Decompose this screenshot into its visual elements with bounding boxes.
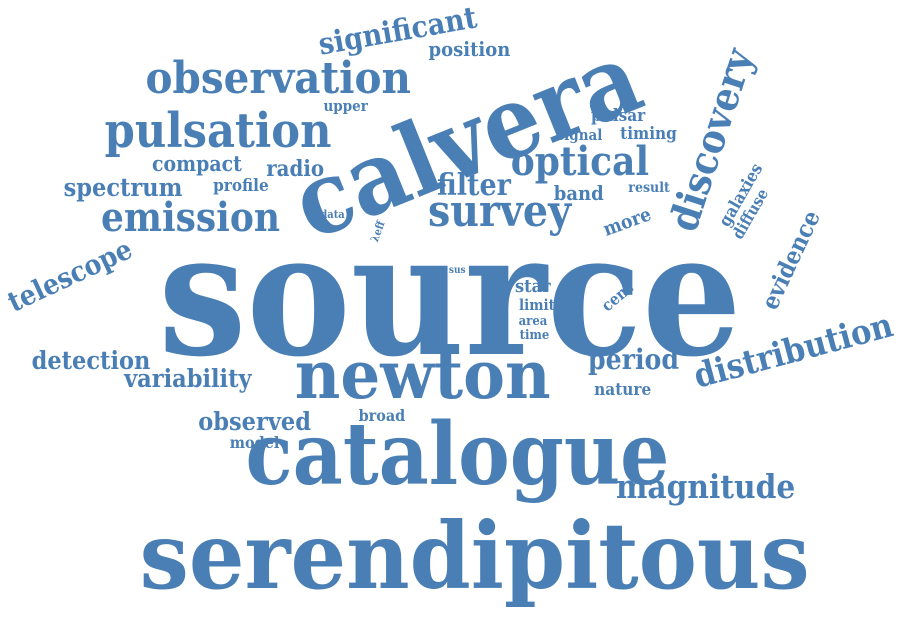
word-evidence: evidence: [754, 205, 826, 314]
word-spectrum: spectrum: [63, 172, 183, 202]
word-filter: filter: [437, 168, 511, 203]
word-upper: upper: [322, 96, 368, 115]
word-source: source: [158, 195, 742, 395]
word-timing: timing: [619, 123, 677, 144]
word-sus: sus: [448, 265, 466, 276]
word-band: band: [553, 181, 604, 205]
word-catalogue: catalogue: [245, 404, 669, 505]
word-telescope: telescope: [2, 232, 138, 319]
word-profile: profile: [213, 175, 269, 196]
word-newton: newton: [294, 336, 551, 414]
word-emission: emission: [100, 194, 280, 241]
word-limit: limit: [518, 295, 555, 314]
word-survey: survey: [427, 186, 571, 237]
word-optical: optical: [510, 138, 650, 185]
word-period: period: [587, 343, 679, 376]
word-time: time: [519, 327, 549, 343]
word-area: area: [518, 313, 548, 329]
word-detection: detection: [31, 345, 151, 375]
word-position: position: [428, 37, 510, 61]
word-pulsar: pulsar: [591, 105, 646, 126]
word-signal: signal: [556, 125, 602, 144]
word-broad: broad: [358, 406, 406, 425]
word-magnitude: magnitude: [615, 466, 795, 506]
word-pulsation: pulsation: [104, 103, 332, 159]
word-model: model: [229, 433, 279, 452]
word-compact: compact: [151, 150, 242, 176]
word-observed: observed: [197, 406, 311, 436]
word-serendipitous: serendipitous: [139, 502, 810, 610]
word-variability: variability: [124, 363, 252, 393]
word-data: data: [319, 207, 345, 221]
word-result: result: [628, 180, 670, 196]
word-observation: observation: [145, 53, 411, 104]
word-nature: nature: [593, 379, 651, 400]
word-star: star: [514, 276, 551, 297]
word-radio: radio: [266, 156, 325, 182]
